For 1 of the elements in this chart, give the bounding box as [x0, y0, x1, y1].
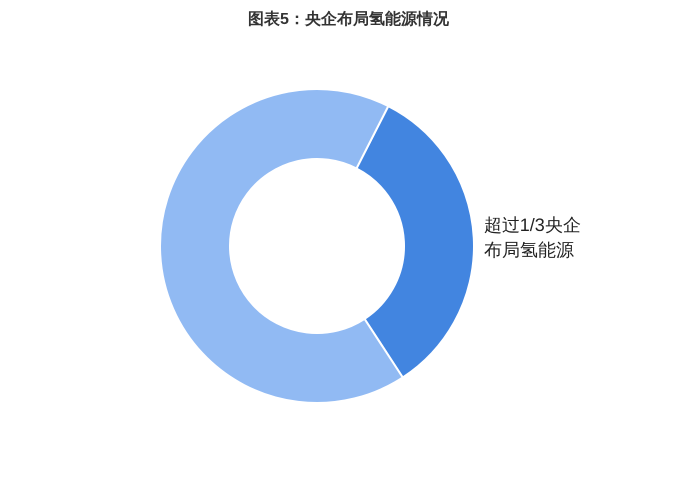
title: 图表5：央企布局氢能源情况	[248, 11, 449, 28]
